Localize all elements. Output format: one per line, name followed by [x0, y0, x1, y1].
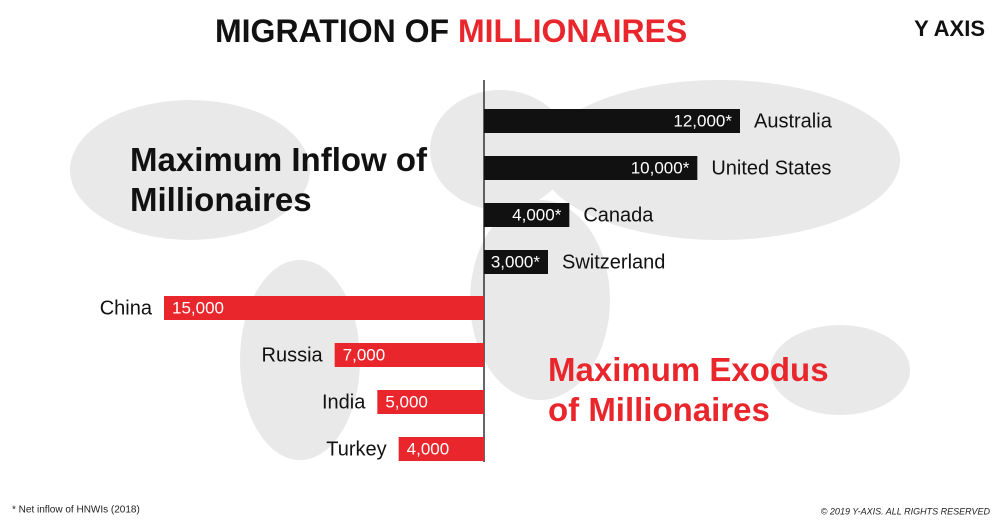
category-label: Switzerland — [562, 251, 665, 273]
value-label: 10,000* — [631, 158, 690, 177]
bar — [398, 437, 484, 461]
category-label: China — [100, 297, 153, 319]
value-label: 12,000* — [673, 111, 732, 130]
category-label: Canada — [583, 204, 654, 226]
category-label: Turkey — [326, 438, 386, 460]
category-label: India — [322, 391, 366, 413]
value-label: 3,000* — [491, 252, 541, 271]
category-label: Russia — [262, 344, 324, 366]
bar — [164, 296, 484, 320]
value-label: 5,000 — [385, 392, 428, 411]
bar — [484, 250, 548, 274]
bar — [334, 343, 484, 367]
category-label: Australia — [754, 110, 833, 132]
inflow-title: Maximum Inflow of Millionaires — [130, 141, 427, 218]
bar — [484, 203, 570, 227]
bar — [377, 390, 484, 414]
exodus-title: Maximum Exodus of Millionaires — [548, 351, 829, 428]
value-label: 7,000 — [343, 345, 386, 364]
value-label: 4,000 — [407, 439, 450, 458]
value-label: 15,000 — [172, 298, 224, 317]
copyright: © 2019 Y-AXIS. ALL RIGHTS RESERVED — [821, 506, 991, 516]
title: MIGRATION OF MILLIONAIRES — [215, 13, 687, 49]
logo: Y AXIS — [914, 16, 985, 41]
title-part: MIGRATION OF — [215, 13, 449, 49]
footnote: * Net inflow of HNWIs (2018) — [12, 505, 140, 516]
value-label: 4,000* — [512, 205, 562, 224]
category-label: United States — [711, 157, 831, 179]
bar — [484, 156, 698, 180]
title-part: MILLIONAIRES — [458, 13, 687, 49]
bar — [484, 109, 740, 133]
